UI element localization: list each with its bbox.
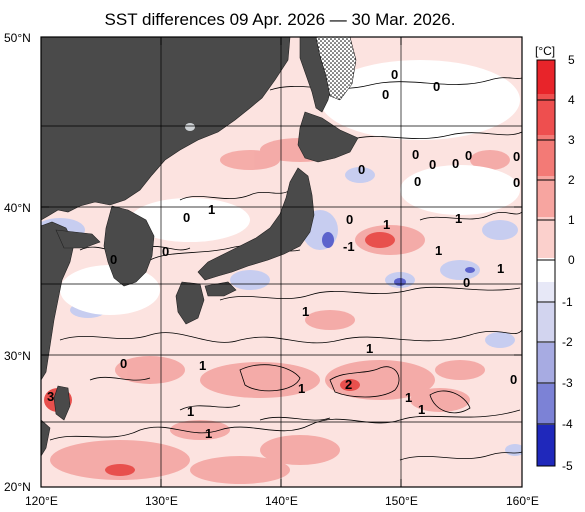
contour-label: 0 [382, 87, 389, 102]
contour-label: 1 [187, 404, 194, 419]
graticule [41, 37, 522, 487]
contour-label: 0 [120, 356, 127, 371]
land-shandong [55, 229, 101, 249]
contour-label: -1 [343, 239, 355, 254]
lat-label-30n: 30°N [4, 349, 31, 363]
colorbar-tick-1: 1 [568, 213, 575, 227]
land-korea [103, 205, 155, 287]
contour-label: 0 [346, 212, 353, 227]
colorbar-tick-neg1: -1 [562, 295, 573, 309]
contour-label: 1 [366, 341, 373, 356]
colorbar-tick-4: 4 [568, 93, 575, 107]
lon-label-130e: 130°E [145, 494, 178, 508]
contour-label: 0 [429, 157, 436, 172]
colorbar-seg [537, 176, 555, 217]
contour-label: 0 [510, 372, 517, 387]
contour-label: 0 [452, 156, 459, 171]
colorbar-seg [537, 258, 555, 282]
contour-label: 1 [405, 390, 412, 405]
warm-anomaly-patches [50, 138, 510, 484]
contour-label: 1 [497, 261, 504, 276]
colorbar-seg [537, 303, 555, 343]
land-asia-mainland [41, 37, 291, 221]
colorbar-tick-neg5: -5 [562, 459, 573, 473]
lon-label-120e: 120°E [25, 494, 58, 508]
colorbar-seg [537, 217, 555, 258]
sea-ice-region [315, 37, 357, 101]
contour-label: 1 [199, 358, 206, 373]
contour-label: 0 [162, 244, 169, 259]
contour-label: 3 [47, 389, 54, 404]
contour-label: 0 [465, 148, 472, 163]
contour-label: 1 [205, 426, 212, 441]
lon-label-140e: 140°E [265, 494, 298, 508]
contour-label: 1 [302, 304, 309, 319]
contour-label: 0 [513, 149, 520, 164]
contour-label: 1 [383, 217, 390, 232]
contour-label: 2 [345, 377, 352, 392]
contour-value-labels: 0 0 0 0 0 0 0 0 0 0 0 0 0 1 1 -1 1 1 1 1… [47, 67, 520, 441]
lake [185, 123, 195, 131]
land-kyushu [175, 281, 205, 325]
contour-label: 0 [412, 147, 419, 162]
land-taiwan [53, 385, 71, 421]
colorbar-seg [537, 135, 555, 176]
land-shikoku [204, 281, 237, 297]
colorbar-tick-5: 5 [568, 53, 575, 67]
contour-label: 1 [455, 211, 462, 226]
colorbar [536, 59, 556, 467]
land-masses [41, 37, 359, 457]
contour-label: 0 [513, 175, 520, 190]
colorbar-seg [537, 282, 555, 303]
frame-ticks [41, 37, 522, 487]
lon-label-160e: 160°E [506, 494, 539, 508]
lat-label-50n: 50°N [4, 31, 31, 45]
contour-label: 1 [435, 243, 442, 258]
colorbar-seg [537, 343, 555, 384]
land-south-china [41, 419, 51, 457]
colorbar-seg [537, 425, 555, 466]
contour-label: 0 [433, 79, 440, 94]
neutral-regions [60, 60, 520, 315]
contour-label: 0 [391, 67, 398, 82]
colorbar-tick-2: 2 [568, 173, 575, 187]
contour-label: 0 [183, 210, 190, 225]
colorbar-tick-neg4: -4 [562, 417, 573, 431]
contour-label: 0 [110, 252, 117, 267]
colorbar-seg [537, 60, 555, 94]
colorbar-unit: [°C] [535, 44, 555, 58]
colorbar-tick-neg3: -3 [562, 376, 573, 390]
lat-label-40n: 40°N [4, 201, 31, 215]
colorbar-seg [537, 94, 555, 135]
colorbar-seg [537, 384, 555, 425]
colorbar-tick-neg2: -2 [562, 335, 573, 349]
contour-label: 1 [298, 381, 305, 396]
map-title: SST differences 09 Apr. 2026 — 30 Mar. 2… [104, 10, 456, 29]
land-china [41, 221, 75, 381]
contour-label: 1 [208, 202, 215, 217]
contour-label: 0 [414, 174, 421, 189]
colorbar-tick-3: 3 [568, 133, 575, 147]
lat-label-20n: 20°N [4, 480, 31, 494]
contour-label: 1 [418, 402, 425, 417]
lon-label-150e: 150°E [385, 494, 418, 508]
land-honshu [197, 167, 315, 281]
colorbar-tick-0: 0 [568, 253, 575, 267]
contour-label: 0 [463, 275, 470, 290]
contour-label: 0 [358, 162, 365, 177]
